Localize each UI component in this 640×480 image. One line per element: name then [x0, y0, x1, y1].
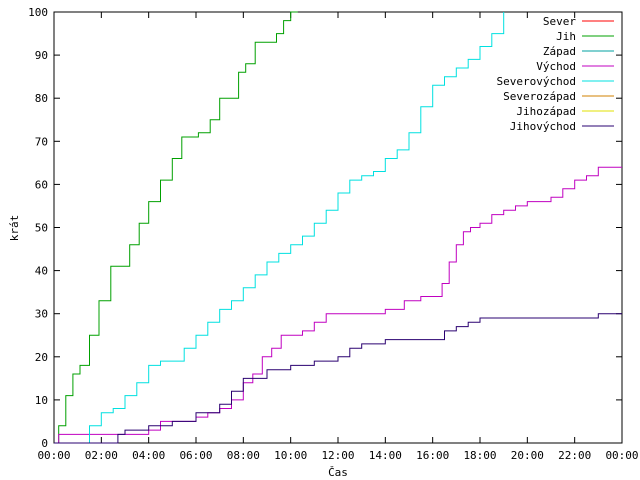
series-line-jihovychod [54, 313, 622, 444]
x-tick-label: 02:00 [85, 449, 118, 462]
legend-label: Východ [536, 60, 576, 73]
x-tick-label: 14:00 [369, 449, 402, 462]
legend-label: Severovýchod [497, 75, 576, 88]
y-tick-label: 80 [35, 92, 48, 105]
y-tick-label: 20 [35, 351, 48, 364]
x-tick-label: 12:00 [321, 449, 354, 462]
y-tick-label: 60 [35, 178, 48, 191]
x-axis-label: Čas [328, 466, 348, 479]
y-tick-label: 50 [35, 222, 48, 235]
x-tick-label: 20:00 [511, 449, 544, 462]
y-tick-label: 10 [35, 394, 48, 407]
y-axis-label: krát [8, 215, 21, 242]
legend: Sever Jih Západ Východ Severovýchod Severozáp… [497, 15, 614, 133]
x-tick-label: 08:00 [227, 449, 260, 462]
series-line-severovychod [54, 12, 505, 444]
y-tick-label: 0 [41, 437, 48, 450]
x-axis: 00:00 02:00 04:00 06:00 08:00 10:00 12:00 14:00… [37, 12, 639, 462]
x-tick-label: 00:00 [605, 449, 638, 462]
x-tick-label: 16:00 [416, 449, 449, 462]
y-axis: 0 10 20 30 40 50 60 70 80 90 100 [28, 6, 622, 450]
x-tick-label: 22:00 [558, 449, 591, 462]
x-tick-label: 18:00 [463, 449, 496, 462]
legend-label: Jih [556, 30, 576, 43]
y-tick-label: 40 [35, 265, 48, 278]
x-tick-label: 06:00 [179, 449, 212, 462]
series-line-vychod [54, 166, 622, 444]
legend-label: Jihozápad [516, 105, 576, 118]
y-tick-label: 70 [35, 135, 48, 148]
x-tick-label: 04:00 [132, 449, 165, 462]
y-tick-label: 100 [28, 6, 48, 19]
legend-label: Jihovýchod [510, 120, 576, 133]
y-tick-label: 30 [35, 308, 48, 321]
legend-label: Sever [543, 15, 576, 28]
legend-label: Západ [543, 45, 576, 58]
x-tick-label: 00:00 [37, 449, 70, 462]
legend-label: Severozápad [503, 90, 576, 103]
series-lines [54, 11, 622, 444]
x-tick-label: 10:00 [274, 449, 307, 462]
series-line-jih [54, 11, 298, 444]
y-tick-label: 90 [35, 49, 48, 62]
